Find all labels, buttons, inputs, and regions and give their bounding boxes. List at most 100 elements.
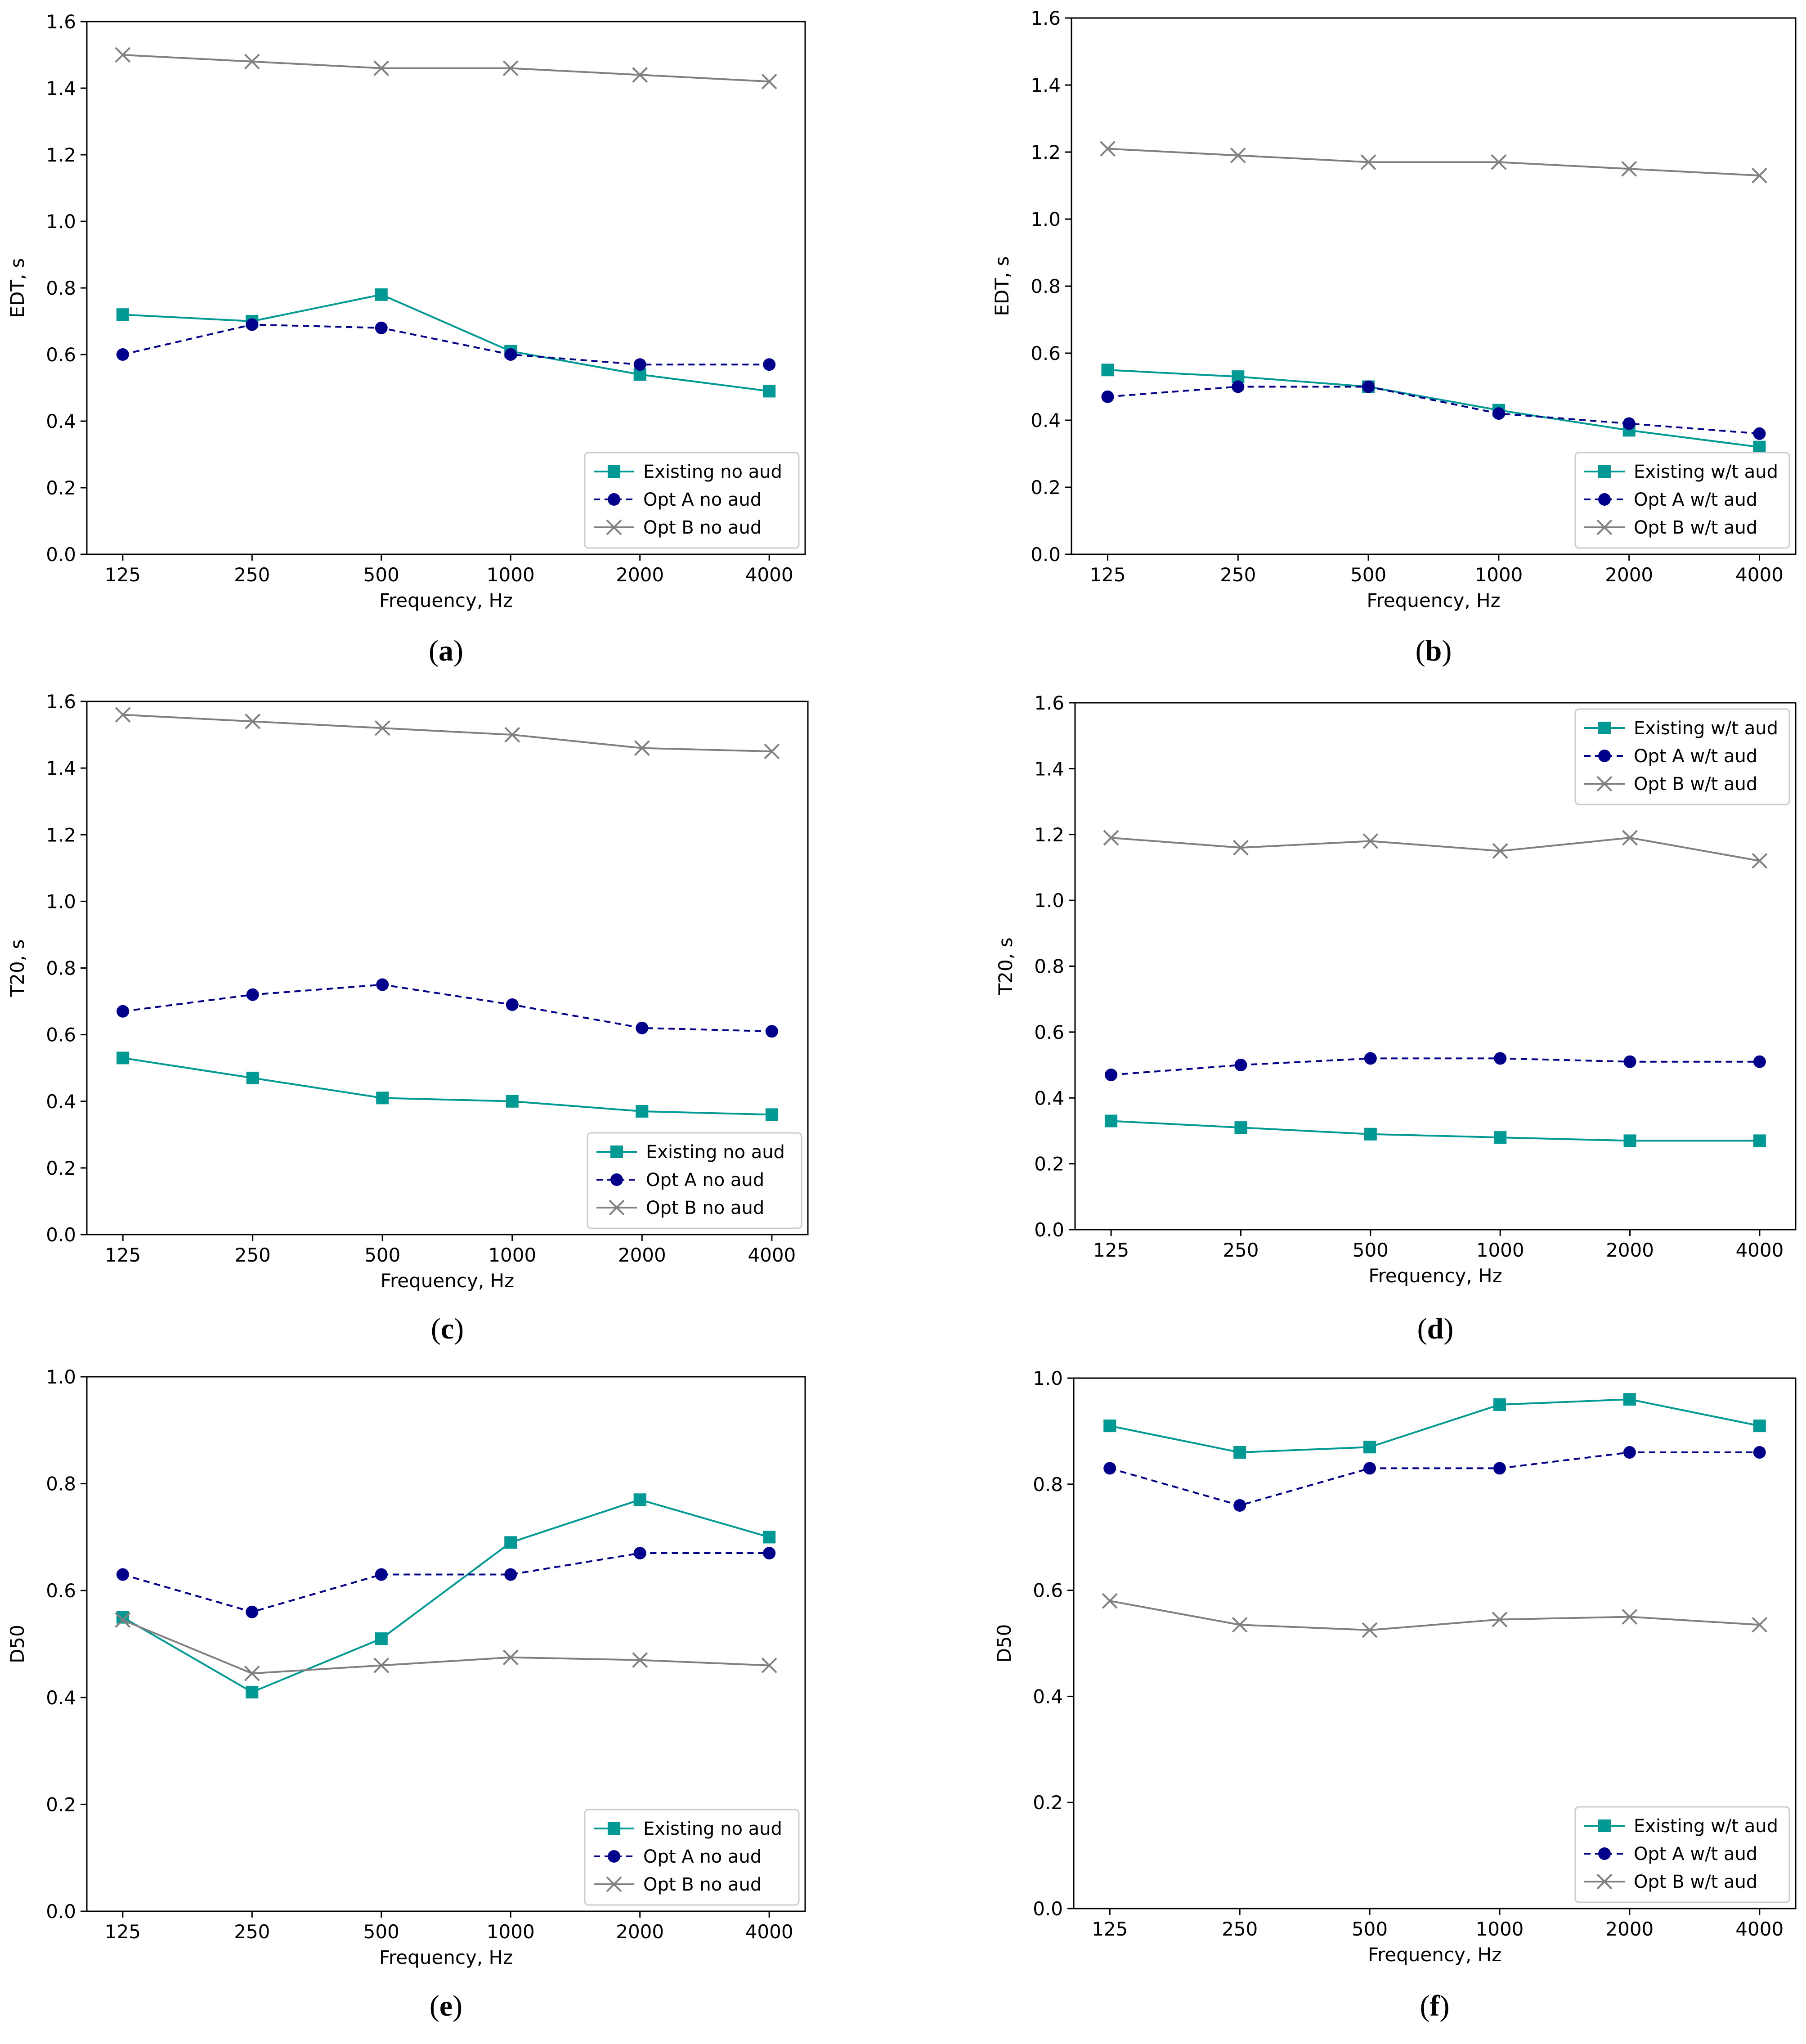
y-tick-label: 0.2 <box>1034 1153 1064 1175</box>
series-line-opt_b <box>123 714 772 753</box>
series-line-opt_b <box>1109 1600 1760 1631</box>
y-tick-label: 0.8 <box>1033 1473 1063 1496</box>
y-tick-label: 0.4 <box>46 1091 76 1113</box>
y-axis-label: T20, s <box>995 938 1017 996</box>
data-point-opt_b <box>761 73 777 90</box>
data-point-opt_a <box>763 1547 776 1560</box>
y-tick-label: 0.6 <box>46 1580 76 1602</box>
series-line-existing <box>122 293 770 392</box>
legend-box <box>584 1809 800 1906</box>
y-tick-label: 1.0 <box>46 211 76 233</box>
data-point-existing <box>375 288 388 301</box>
legend-entry-label: Opt A w/t aud <box>1634 490 1757 510</box>
y-tick-label: 0.0 <box>1034 1219 1064 1241</box>
data-point-opt_a <box>504 1568 517 1581</box>
series-line-opt_a <box>122 323 770 366</box>
x-tick-label: 2000 <box>616 564 664 586</box>
panel-letter: f <box>1430 1990 1440 2022</box>
x-tick-label: 2000 <box>1605 564 1653 586</box>
y-tick-label: 0.4 <box>1031 409 1061 431</box>
legend-swatch-marker <box>608 1850 620 1863</box>
data-point-opt_b <box>1491 154 1507 170</box>
y-tick-label: 1.0 <box>1034 889 1064 912</box>
legend-swatch-marker <box>610 1173 623 1186</box>
data-point-opt_b <box>1622 830 1638 846</box>
data-point-existing <box>1101 364 1114 377</box>
y-tick-label: 0.8 <box>46 277 76 299</box>
x-tick-label: 4000 <box>1735 1239 1784 1261</box>
panel-caption: (e) <box>430 1990 462 2022</box>
series-opt_b <box>1102 1593 1768 1638</box>
data-point-existing <box>1105 1114 1118 1128</box>
data-point-existing <box>1753 440 1766 454</box>
series-line-opt_b <box>1111 837 1760 862</box>
x-axis-label: Frequency, Hz <box>379 589 513 611</box>
data-point-opt_b <box>1752 853 1768 869</box>
data-point-opt_a <box>506 998 519 1011</box>
series-existing <box>117 1051 778 1121</box>
series-line-opt_a <box>122 1552 770 1613</box>
legend-swatch-marker <box>1598 722 1611 734</box>
data-point-opt_b <box>1230 148 1246 163</box>
data-point-existing <box>246 1685 259 1698</box>
data-point-existing <box>633 1493 646 1506</box>
legend: Existing w/t aud Opt A w/t aud Opt B w/t a… <box>1574 452 1790 549</box>
data-point-opt_b <box>373 60 390 76</box>
chart-panel-b: 0.0 0.2 0.4 0.6 0.8 1.0 1.2 1.4 1.6 125 250 500 1000… <box>991 7 1797 667</box>
data-point-opt_b <box>1752 167 1767 184</box>
legend-swatch-marker <box>608 1822 620 1835</box>
legend-swatch-marker <box>608 465 620 478</box>
data-point-opt_b <box>374 720 390 736</box>
data-point-existing <box>1753 1420 1766 1433</box>
series-opt_a <box>1105 1052 1766 1082</box>
data-point-opt_b <box>504 727 520 743</box>
y-tick-label: 0.2 <box>1033 1792 1063 1814</box>
data-point-existing <box>1623 1134 1636 1147</box>
data-point-opt_a <box>246 1605 259 1618</box>
series-line-opt_b <box>1107 148 1760 177</box>
data-point-existing <box>117 1051 130 1065</box>
y-tick-label: 0.4 <box>1034 1087 1064 1109</box>
y-tick-label: 0.2 <box>46 477 76 499</box>
data-point-opt_a <box>1103 1462 1116 1475</box>
series-opt_a <box>116 1547 776 1618</box>
legend-entry-label: Opt B w/t aud <box>1634 774 1757 795</box>
data-point-opt_a <box>765 1025 778 1038</box>
data-point-opt_b <box>1232 1617 1248 1633</box>
series-line-opt_a <box>1107 386 1760 435</box>
data-point-opt_b <box>634 740 650 756</box>
legend-entry-label: Opt A no aud <box>646 1170 764 1190</box>
data-point-existing <box>116 308 129 321</box>
y-tick-label: 1.6 <box>46 691 76 713</box>
x-tick-label: 125 <box>1092 1918 1128 1940</box>
y-axis-label: EDT, s <box>991 256 1013 316</box>
series-line-opt_a <box>1111 1057 1760 1076</box>
data-point-opt_a <box>1622 417 1636 430</box>
x-tick-label: 4000 <box>745 1921 793 1943</box>
y-tick-label: 0.8 <box>46 1473 76 1495</box>
x-tick-label: 4000 <box>745 564 793 586</box>
chart-panel-a: 0.0 0.2 0.4 0.6 0.8 1.0 1.2 1.4 1.6 125 250 500 1000… <box>6 11 806 667</box>
panel-caption: (f) <box>1420 1990 1450 2022</box>
data-point-existing <box>1233 1446 1246 1459</box>
data-point-opt_b <box>764 743 780 759</box>
legend-swatch-marker <box>1598 750 1611 762</box>
y-tick-label: 0.6 <box>1031 342 1061 364</box>
y-tick-label: 0.6 <box>1034 1021 1064 1043</box>
data-point-opt_b <box>632 1652 648 1668</box>
data-point-existing <box>765 1108 778 1121</box>
y-tick-label: 1.4 <box>46 77 76 99</box>
y-tick-label: 1.0 <box>46 1366 76 1388</box>
legend-entry-label: Existing no aud <box>643 462 782 482</box>
data-point-opt_a <box>1101 390 1114 403</box>
data-point-existing <box>1363 1441 1376 1454</box>
data-point-opt_b <box>245 714 261 729</box>
data-point-opt_a <box>117 1005 130 1018</box>
series-opt_a <box>117 978 778 1038</box>
legend-entry-label: Existing w/t aud <box>1634 718 1778 739</box>
data-point-existing <box>1623 1393 1636 1406</box>
legend-box <box>1574 452 1790 549</box>
data-point-opt_a <box>246 988 259 1001</box>
x-tick-label: 125 <box>105 1921 141 1943</box>
y-tick-label: 0.2 <box>1031 476 1061 499</box>
